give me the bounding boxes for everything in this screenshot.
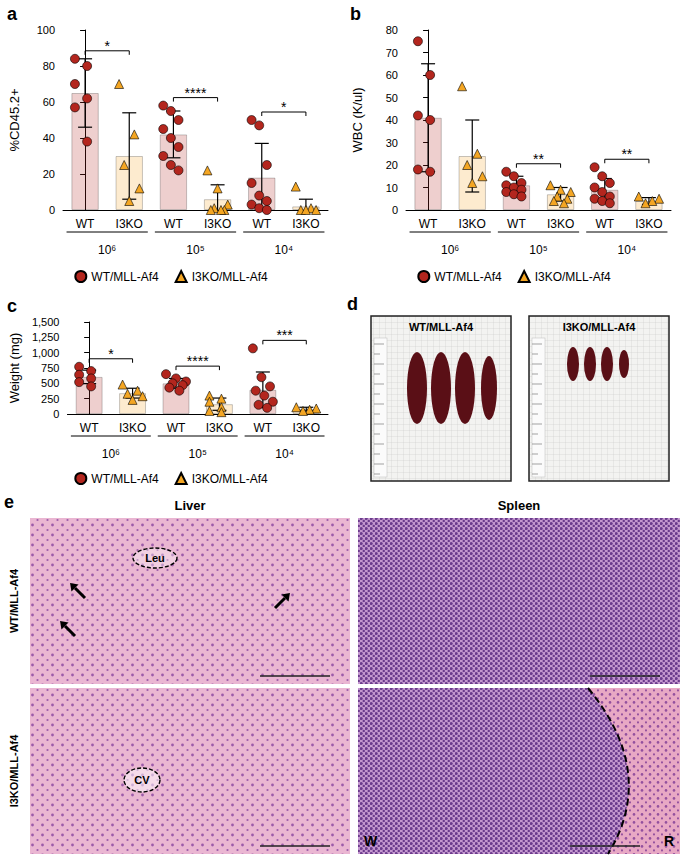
svg-text:Leu: Leu <box>145 552 165 564</box>
svg-text:40: 40 <box>386 114 398 126</box>
svg-text:I3KO: I3KO <box>206 421 233 435</box>
svg-text:0: 0 <box>53 408 59 420</box>
svg-text:CV: CV <box>134 774 150 786</box>
svg-text:I3KO: I3KO <box>116 217 143 231</box>
svg-text:10⁴: 10⁴ <box>618 243 637 257</box>
svg-text:250: 250 <box>41 393 59 405</box>
svg-text:80: 80 <box>386 24 398 36</box>
svg-text:10⁵: 10⁵ <box>189 447 207 461</box>
svg-text:d: d <box>347 294 358 314</box>
svg-text:I3KO: I3KO <box>204 217 231 231</box>
svg-text:c: c <box>7 296 17 316</box>
svg-text:10⁶: 10⁶ <box>102 447 120 461</box>
svg-text:80: 80 <box>43 60 55 72</box>
svg-text:100: 100 <box>37 24 55 36</box>
svg-text:WT: WT <box>80 421 99 435</box>
svg-text:e: e <box>4 492 14 512</box>
svg-text:I3KO: I3KO <box>547 217 574 231</box>
svg-text:****: **** <box>185 85 207 101</box>
svg-text:*: * <box>108 346 114 362</box>
svg-text:Liver: Liver <box>174 498 205 513</box>
svg-text:WT/MLL-Af4: WT/MLL-Af4 <box>434 270 502 284</box>
svg-text:I3KO/MLL-Af4: I3KO/MLL-Af4 <box>192 270 268 284</box>
svg-text:****: **** <box>187 353 209 369</box>
svg-text:40: 40 <box>43 132 55 144</box>
svg-text:*: * <box>281 99 287 115</box>
svg-text:WT/MLL-Af4: WT/MLL-Af4 <box>91 270 159 284</box>
svg-text:WT: WT <box>76 217 95 231</box>
svg-text:10: 10 <box>386 182 398 194</box>
svg-text:30: 30 <box>386 137 398 149</box>
svg-text:b: b <box>350 4 361 24</box>
svg-text:I3KO/MLL-Af4: I3KO/MLL-Af4 <box>535 270 611 284</box>
svg-text:WT: WT <box>419 217 438 231</box>
svg-text:WT/MLL-Af4: WT/MLL-Af4 <box>91 472 159 486</box>
svg-text:**: ** <box>533 151 544 167</box>
svg-text:10⁴: 10⁴ <box>275 447 294 461</box>
svg-text:750: 750 <box>41 362 59 374</box>
svg-text:WT: WT <box>164 217 183 231</box>
svg-text:I3KO/MLL-Af4: I3KO/MLL-Af4 <box>563 321 637 333</box>
svg-text:I3KO: I3KO <box>459 217 486 231</box>
svg-text:WT/MLL-Af4: WT/MLL-Af4 <box>409 321 474 333</box>
svg-text:R: R <box>664 833 674 849</box>
svg-text:I3KO: I3KO <box>119 421 146 435</box>
svg-text:I3KO: I3KO <box>292 217 319 231</box>
svg-text:10⁵: 10⁵ <box>529 243 547 257</box>
svg-text:WT: WT <box>507 217 526 231</box>
svg-text:10⁶: 10⁶ <box>98 243 116 257</box>
svg-text:*: * <box>104 38 110 54</box>
svg-text:10⁴: 10⁴ <box>275 243 294 257</box>
svg-text:500: 500 <box>41 377 59 389</box>
svg-text:0: 0 <box>392 204 398 216</box>
svg-text:I3KO: I3KO <box>635 217 662 231</box>
svg-text:70: 70 <box>386 47 398 59</box>
svg-text:60: 60 <box>43 96 55 108</box>
svg-text:I3KO: I3KO <box>293 421 320 435</box>
svg-text:W: W <box>364 833 378 849</box>
svg-text:WT: WT <box>595 217 614 231</box>
svg-text:10⁶: 10⁶ <box>441 243 459 257</box>
svg-text:10⁵: 10⁵ <box>186 243 204 257</box>
svg-text:WT: WT <box>252 217 271 231</box>
svg-text:50: 50 <box>386 92 398 104</box>
svg-text:%CD45.2+: %CD45.2+ <box>7 88 22 151</box>
svg-text:I3KO/MLL-Af4: I3KO/MLL-Af4 <box>8 734 20 808</box>
svg-text:20: 20 <box>43 168 55 180</box>
svg-text:WBC (K/ul): WBC (K/ul) <box>350 88 365 153</box>
svg-text:WT: WT <box>167 421 186 435</box>
svg-text:60: 60 <box>386 69 398 81</box>
svg-text:WT: WT <box>254 421 273 435</box>
svg-text:20: 20 <box>386 159 398 171</box>
svg-text:***: *** <box>276 327 293 343</box>
svg-text:1,500: 1,500 <box>32 316 60 328</box>
svg-text:Spleen: Spleen <box>498 498 541 513</box>
svg-text:a: a <box>7 4 18 24</box>
svg-text:1,000: 1,000 <box>32 347 60 359</box>
svg-text:I3KO/MLL-Af4: I3KO/MLL-Af4 <box>192 472 268 486</box>
svg-text:WT/MLL-Af4: WT/MLL-Af4 <box>8 568 20 633</box>
svg-text:1,250: 1,250 <box>32 331 60 343</box>
svg-text:**: ** <box>621 146 632 162</box>
svg-text:0: 0 <box>49 204 55 216</box>
svg-text:Weight (mg): Weight (mg) <box>7 333 22 404</box>
